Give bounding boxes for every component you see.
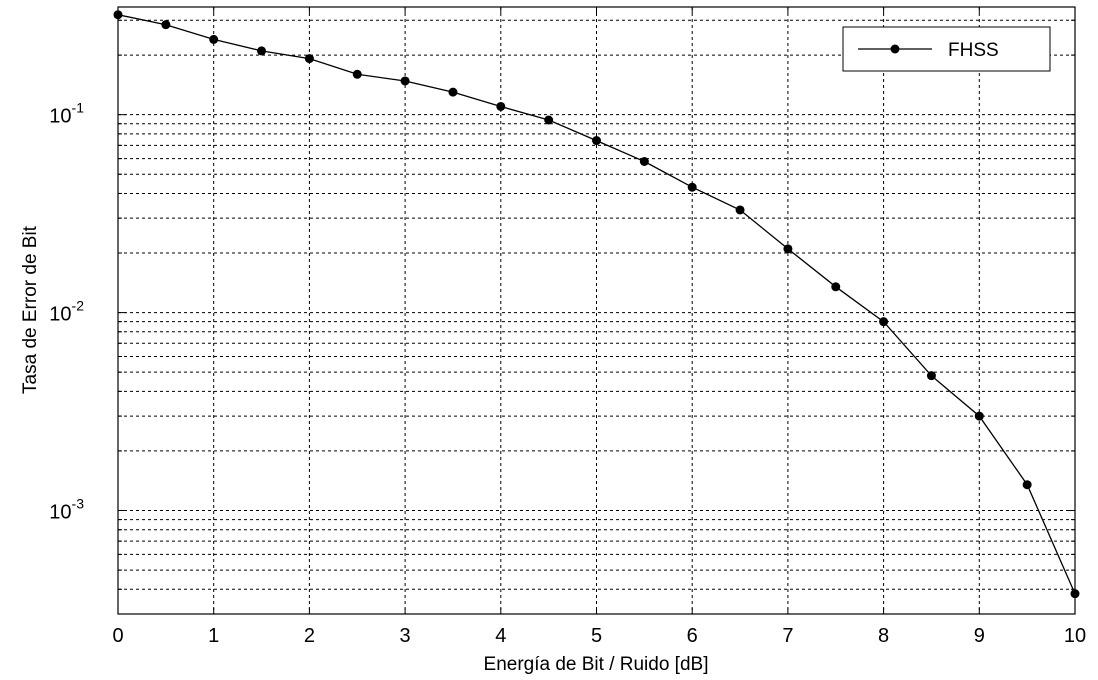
x-tick-label: 2 — [304, 625, 315, 647]
data-point — [113, 10, 123, 20]
data-point — [926, 371, 936, 381]
data-point — [735, 205, 745, 215]
data-point — [352, 69, 362, 79]
x-axis-label: Energía de Bit / Ruido [dB] — [484, 654, 709, 675]
x-tick-label: 10 — [1064, 625, 1086, 647]
y-tick-label: 10-2 — [49, 298, 84, 326]
x-tick-label: 5 — [591, 625, 602, 647]
y-tick-label: 10-1 — [49, 100, 84, 128]
data-point — [1070, 589, 1080, 599]
legend: FHSS — [842, 26, 1051, 72]
x-tick-label: 7 — [782, 625, 793, 647]
x-tick-label: 4 — [495, 625, 506, 647]
data-point — [209, 34, 219, 44]
x-axis: 0 1 2 3 4 5 6 7 8 9 10 — [112, 7, 1086, 647]
data-point — [544, 115, 554, 125]
data-point — [448, 87, 458, 97]
data-point — [400, 76, 410, 86]
data-point — [1022, 480, 1032, 490]
data-point — [257, 46, 267, 56]
x-tick-label: 3 — [400, 625, 411, 647]
data-point — [831, 282, 841, 292]
data-point — [304, 54, 314, 64]
data-point — [783, 244, 793, 254]
legend-marker — [890, 44, 900, 54]
y-tick-label: 10-3 — [49, 496, 84, 524]
data-point — [687, 182, 697, 192]
x-tick-label: 0 — [112, 625, 123, 647]
data-point — [639, 157, 649, 167]
legend-label-fhss: FHSS — [948, 40, 999, 61]
data-point — [496, 101, 506, 111]
x-tick-label: 6 — [687, 625, 698, 647]
data-point — [161, 20, 171, 30]
x-tick-label: 1 — [208, 625, 219, 647]
data-point — [974, 411, 984, 421]
grid — [118, 7, 1075, 615]
y-axis-label: Tasa de Error de Bit — [20, 225, 41, 394]
x-tick-label: 9 — [974, 625, 985, 647]
data-point — [879, 317, 889, 327]
x-tick-label: 8 — [878, 625, 889, 647]
data-point — [592, 136, 601, 146]
series-fhss — [113, 10, 1080, 599]
